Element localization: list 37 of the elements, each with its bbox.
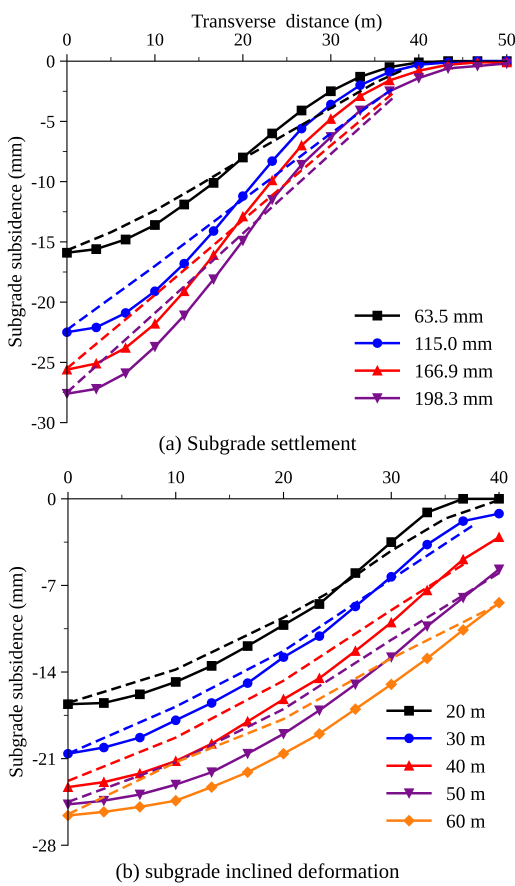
legend-label: 115.0 mm (416, 336, 492, 350)
x-tick-label: 30 (322, 33, 340, 46)
legend-label: 60 m (446, 814, 486, 828)
legend-label: 166.9 mm (416, 364, 493, 378)
y-tick-label: -25 (32, 356, 54, 369)
x-tick-label: 20 (234, 33, 252, 46)
y-axis-title: Subgrade subsidence (mm) (8, 567, 27, 777)
legend-label: 30 m (446, 732, 486, 746)
y-tick-label: -21 (32, 752, 56, 765)
y-tick-label: -5 (40, 116, 54, 128)
y-tick-label: -10 (32, 176, 54, 188)
x-tick-label: 50 (498, 33, 515, 46)
y-tick-label: 0 (46, 55, 54, 68)
x-tick-label: 40 (490, 471, 508, 484)
y-tick-label: -20 (32, 296, 54, 309)
y-tick-label: -7 (42, 580, 56, 592)
x-tick-label: 0 (64, 471, 72, 484)
y-tick-label: 0 (48, 493, 56, 506)
legend-label: 198.3 mm (416, 392, 493, 406)
x-axis-title: Transverse distance (m) (192, 14, 382, 32)
y-axis-title: Subgrade subsidence (mm) (8, 136, 26, 346)
x-tick-label: 40 (410, 33, 428, 46)
y-tick-label: -15 (32, 236, 54, 248)
y-tick-label: -28 (32, 840, 56, 852)
y-tick-label: -14 (32, 666, 56, 678)
x-tick-label: 10 (147, 33, 164, 46)
legend-label: 50 m (447, 787, 486, 800)
legend-label: 20 m (446, 704, 486, 718)
legend-label: 40 m (446, 760, 486, 773)
legend-label: 63.5 mm (415, 310, 484, 323)
text: (b) subgrade inclined deformation (116, 863, 400, 882)
x-tick-label: 20 (275, 471, 292, 484)
text: (a) Subgrade settlement (159, 436, 356, 455)
x-tick-label: 10 (168, 471, 184, 484)
x-tick-label: 30 (383, 471, 400, 484)
y-tick-label: -30 (32, 416, 54, 430)
x-tick-label: 0 (63, 33, 71, 46)
